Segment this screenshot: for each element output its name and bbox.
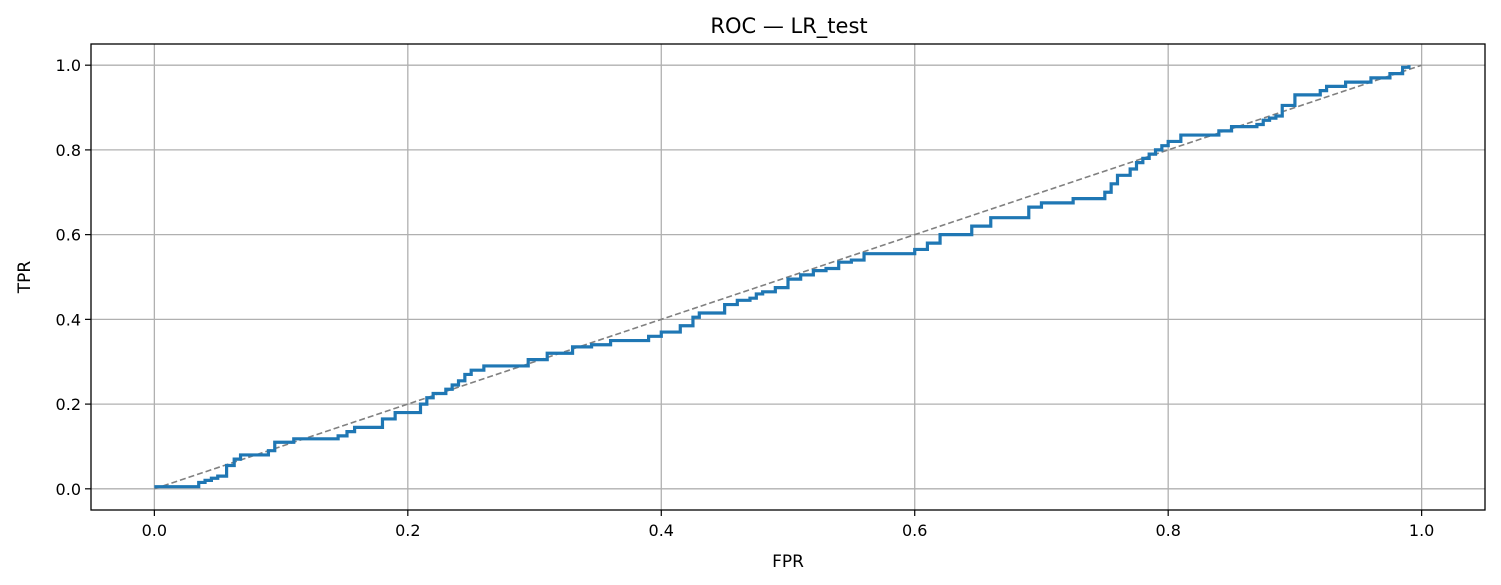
- x-tick-label: 0.0: [142, 521, 167, 540]
- grid: [91, 44, 1485, 510]
- axis-ticks: 0.0 0.2 0.4 0.6 0.8 1.0 0.0 0.2 0.4 0.6 0.8 1.0: [56, 56, 1435, 540]
- x-tick-label: 0.2: [395, 521, 420, 540]
- roc-curve-line: [154, 65, 1411, 489]
- x-tick-label: 1.0: [1409, 521, 1434, 540]
- y-tick-label: 0.2: [56, 395, 81, 414]
- y-tick-label: 0.6: [56, 226, 81, 245]
- x-tick-label: 0.4: [649, 521, 674, 540]
- x-tick-label: 0.8: [1155, 521, 1180, 540]
- y-tick-label: 1.0: [56, 56, 81, 75]
- y-tick-label: 0.4: [56, 310, 81, 329]
- x-axis-label: FPR: [772, 552, 804, 572]
- plot-frame: [90, 43, 1486, 511]
- x-tick-label: 0.6: [902, 521, 927, 540]
- chance-diagonal-line: [154, 64, 1422, 490]
- y-tick-label: 0.8: [56, 141, 81, 160]
- chart-title: ROC — LR_test: [710, 14, 867, 39]
- y-tick-label: 0.0: [56, 480, 81, 499]
- plot-area: [154, 64, 1422, 490]
- y-axis-label: TPR: [15, 261, 35, 295]
